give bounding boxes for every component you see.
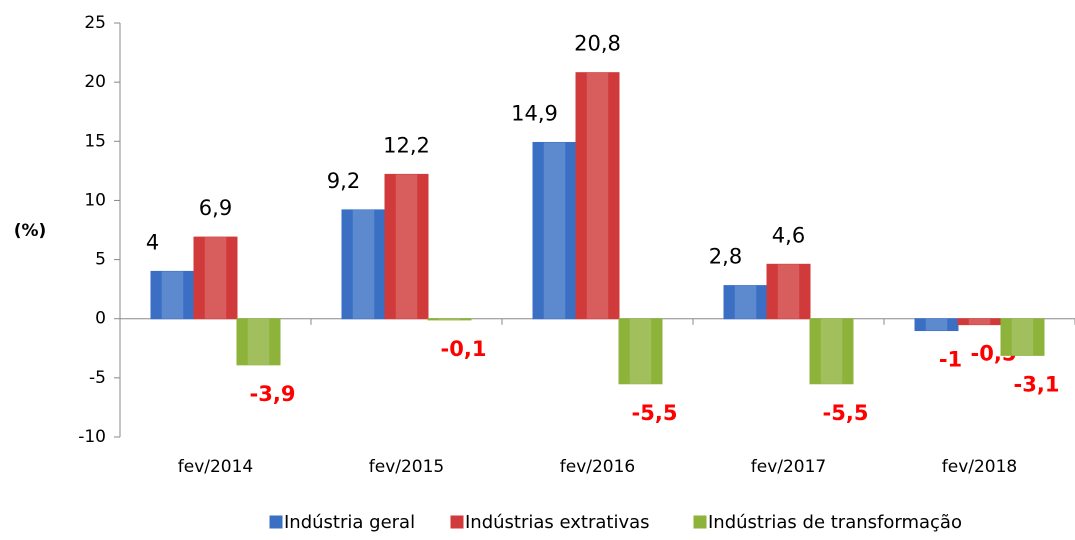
data-label: 12,2 [383, 133, 430, 157]
data-label: -1 [939, 348, 962, 372]
bar [236, 318, 281, 366]
bar-shade [352, 209, 375, 319]
y-tick-label: -5 [89, 368, 106, 388]
bar [341, 209, 386, 320]
bar-shade [820, 318, 843, 384]
data-label: 20,8 [574, 32, 621, 56]
bar-shade [734, 285, 757, 319]
data-label: -3,9 [250, 382, 296, 406]
y-tick-label: 0 [95, 309, 106, 329]
y-tick-label: -10 [78, 427, 106, 447]
legend-label: Indústria geral [284, 512, 415, 533]
bar [618, 318, 663, 385]
data-label: -0,1 [441, 337, 487, 361]
x-tick-label: fev/2017 [751, 457, 827, 477]
legend-label: Indústrias de transformação [708, 512, 962, 533]
bar [193, 236, 238, 320]
bar-shade [1011, 318, 1034, 356]
bar-shade [161, 271, 184, 319]
bar [1000, 318, 1045, 356]
y-tick-label: 10 [84, 190, 106, 210]
x-tick-label: fev/2016 [560, 457, 636, 477]
y-tick-label: 20 [84, 72, 106, 92]
data-label: -5,5 [823, 401, 869, 425]
data-label: 2,8 [709, 245, 742, 269]
bar [384, 173, 429, 320]
y-axis-label: (%) [14, 221, 47, 241]
bar [809, 318, 854, 385]
bar [150, 270, 195, 320]
legend-swatch [269, 515, 283, 529]
bar-shade [925, 318, 948, 331]
bar-shade [968, 318, 991, 325]
data-label: 14,9 [511, 101, 558, 125]
bar [766, 263, 811, 320]
bar-shade [543, 142, 566, 319]
bar [532, 141, 577, 320]
x-tick-label: fev/2014 [178, 457, 254, 477]
data-label: 6,9 [199, 196, 232, 220]
bar-shade [586, 72, 609, 319]
bar [575, 72, 620, 320]
bar-shade [629, 318, 652, 384]
bar-shade [247, 318, 270, 365]
data-label: 4 [146, 230, 159, 254]
data-label: 9,2 [327, 169, 360, 193]
y-tick-label: 25 [84, 13, 106, 33]
x-tick-label: fev/2018 [942, 457, 1018, 477]
bar-shade [438, 318, 461, 320]
bar [723, 285, 768, 320]
bar-shade [395, 174, 418, 319]
bar-shade [204, 237, 227, 319]
data-label: 4,6 [772, 223, 805, 247]
x-tick-label: fev/2015 [369, 457, 445, 477]
data-label: -3,1 [1014, 372, 1060, 396]
legend-label: Indústrias extrativas [465, 512, 650, 533]
bar-shade [777, 264, 800, 319]
legend-swatch [693, 515, 707, 529]
bar [427, 318, 472, 321]
legend-swatch [450, 515, 464, 529]
y-tick-label: 15 [84, 131, 106, 151]
y-tick-label: 5 [95, 250, 106, 270]
data-label: -5,5 [632, 401, 678, 425]
